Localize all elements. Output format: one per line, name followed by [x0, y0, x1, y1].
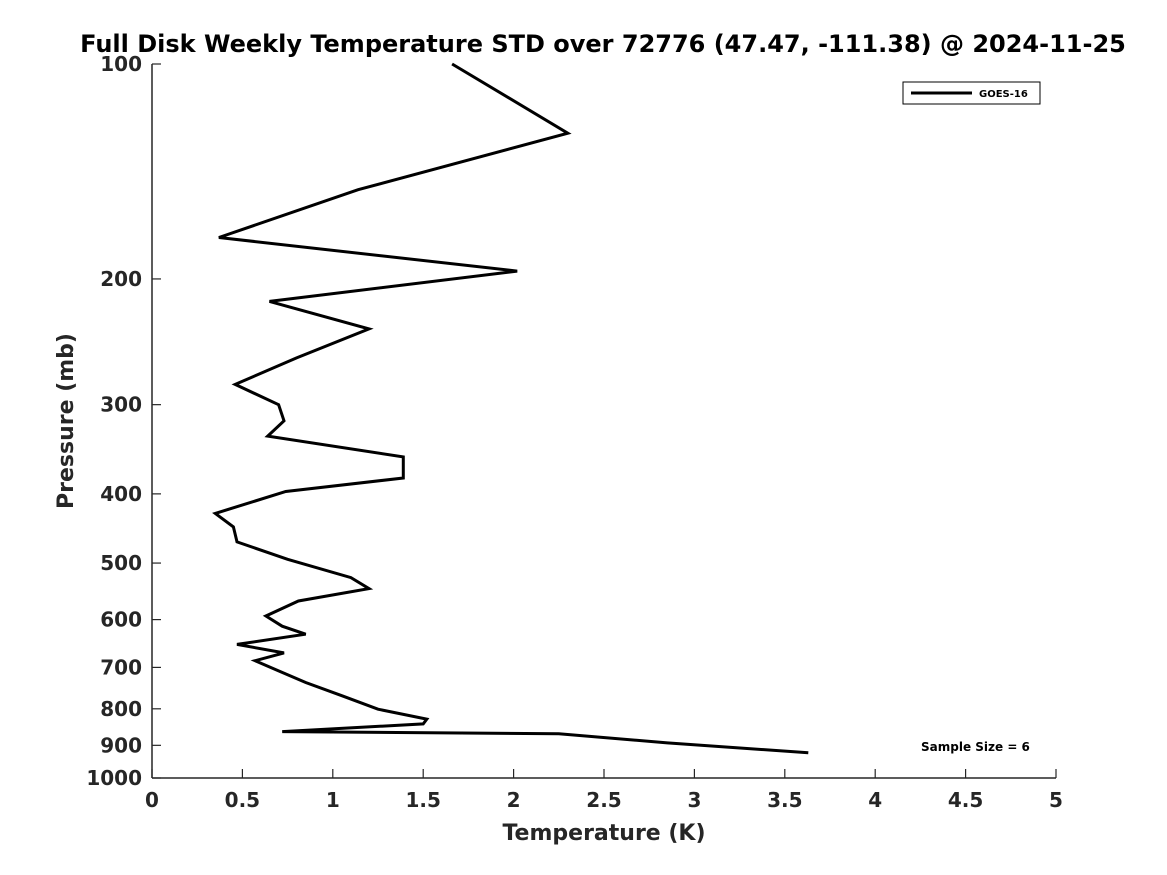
- y-tick-label: 300: [100, 393, 142, 417]
- chart-title: Full Disk Weekly Temperature STD over 72…: [80, 30, 1126, 58]
- y-tick-label: 200: [100, 267, 142, 291]
- y-tick-label: 900: [100, 733, 142, 757]
- x-tick-label: 0: [145, 788, 159, 812]
- sample-size-annotation: Sample Size = 6: [921, 740, 1030, 754]
- y-tick-label: 1000: [86, 766, 142, 790]
- x-tick-label: 2: [507, 788, 521, 812]
- x-axis: 0 0.5 1 1.5 2 2.5 3 3.5 4 4.5 5: [145, 769, 1063, 812]
- x-axis-label: Temperature (K): [502, 821, 705, 846]
- x-tick-label: 2.5: [586, 788, 621, 812]
- x-tick-label: 1.5: [405, 788, 440, 812]
- x-tick-label: 4: [868, 788, 882, 812]
- y-tick-label: 400: [100, 482, 142, 506]
- y-tick-label: 600: [100, 608, 142, 632]
- x-tick-label: 1: [326, 788, 340, 812]
- legend: GOES-16: [902, 81, 1041, 105]
- x-tick-label: 3.5: [767, 788, 802, 812]
- y-axis: 100 200 300 400 500 600 700 800 900 1000: [86, 52, 161, 790]
- x-tick-label: 4.5: [948, 788, 983, 812]
- x-tick-label: 5: [1049, 788, 1063, 812]
- x-tick-label: 0.5: [225, 788, 260, 812]
- y-axis-label: Pressure (mb): [54, 333, 79, 509]
- y-tick-label: 800: [100, 697, 142, 721]
- y-tick-label: 500: [100, 551, 142, 575]
- series-line: [212, 62, 809, 755]
- legend-entry-goes-16: GOES-16: [979, 89, 1028, 100]
- series-group: [212, 62, 809, 755]
- y-tick-label: 100: [100, 52, 142, 76]
- x-tick-label: 3: [687, 788, 701, 812]
- y-tick-label: 700: [100, 655, 142, 679]
